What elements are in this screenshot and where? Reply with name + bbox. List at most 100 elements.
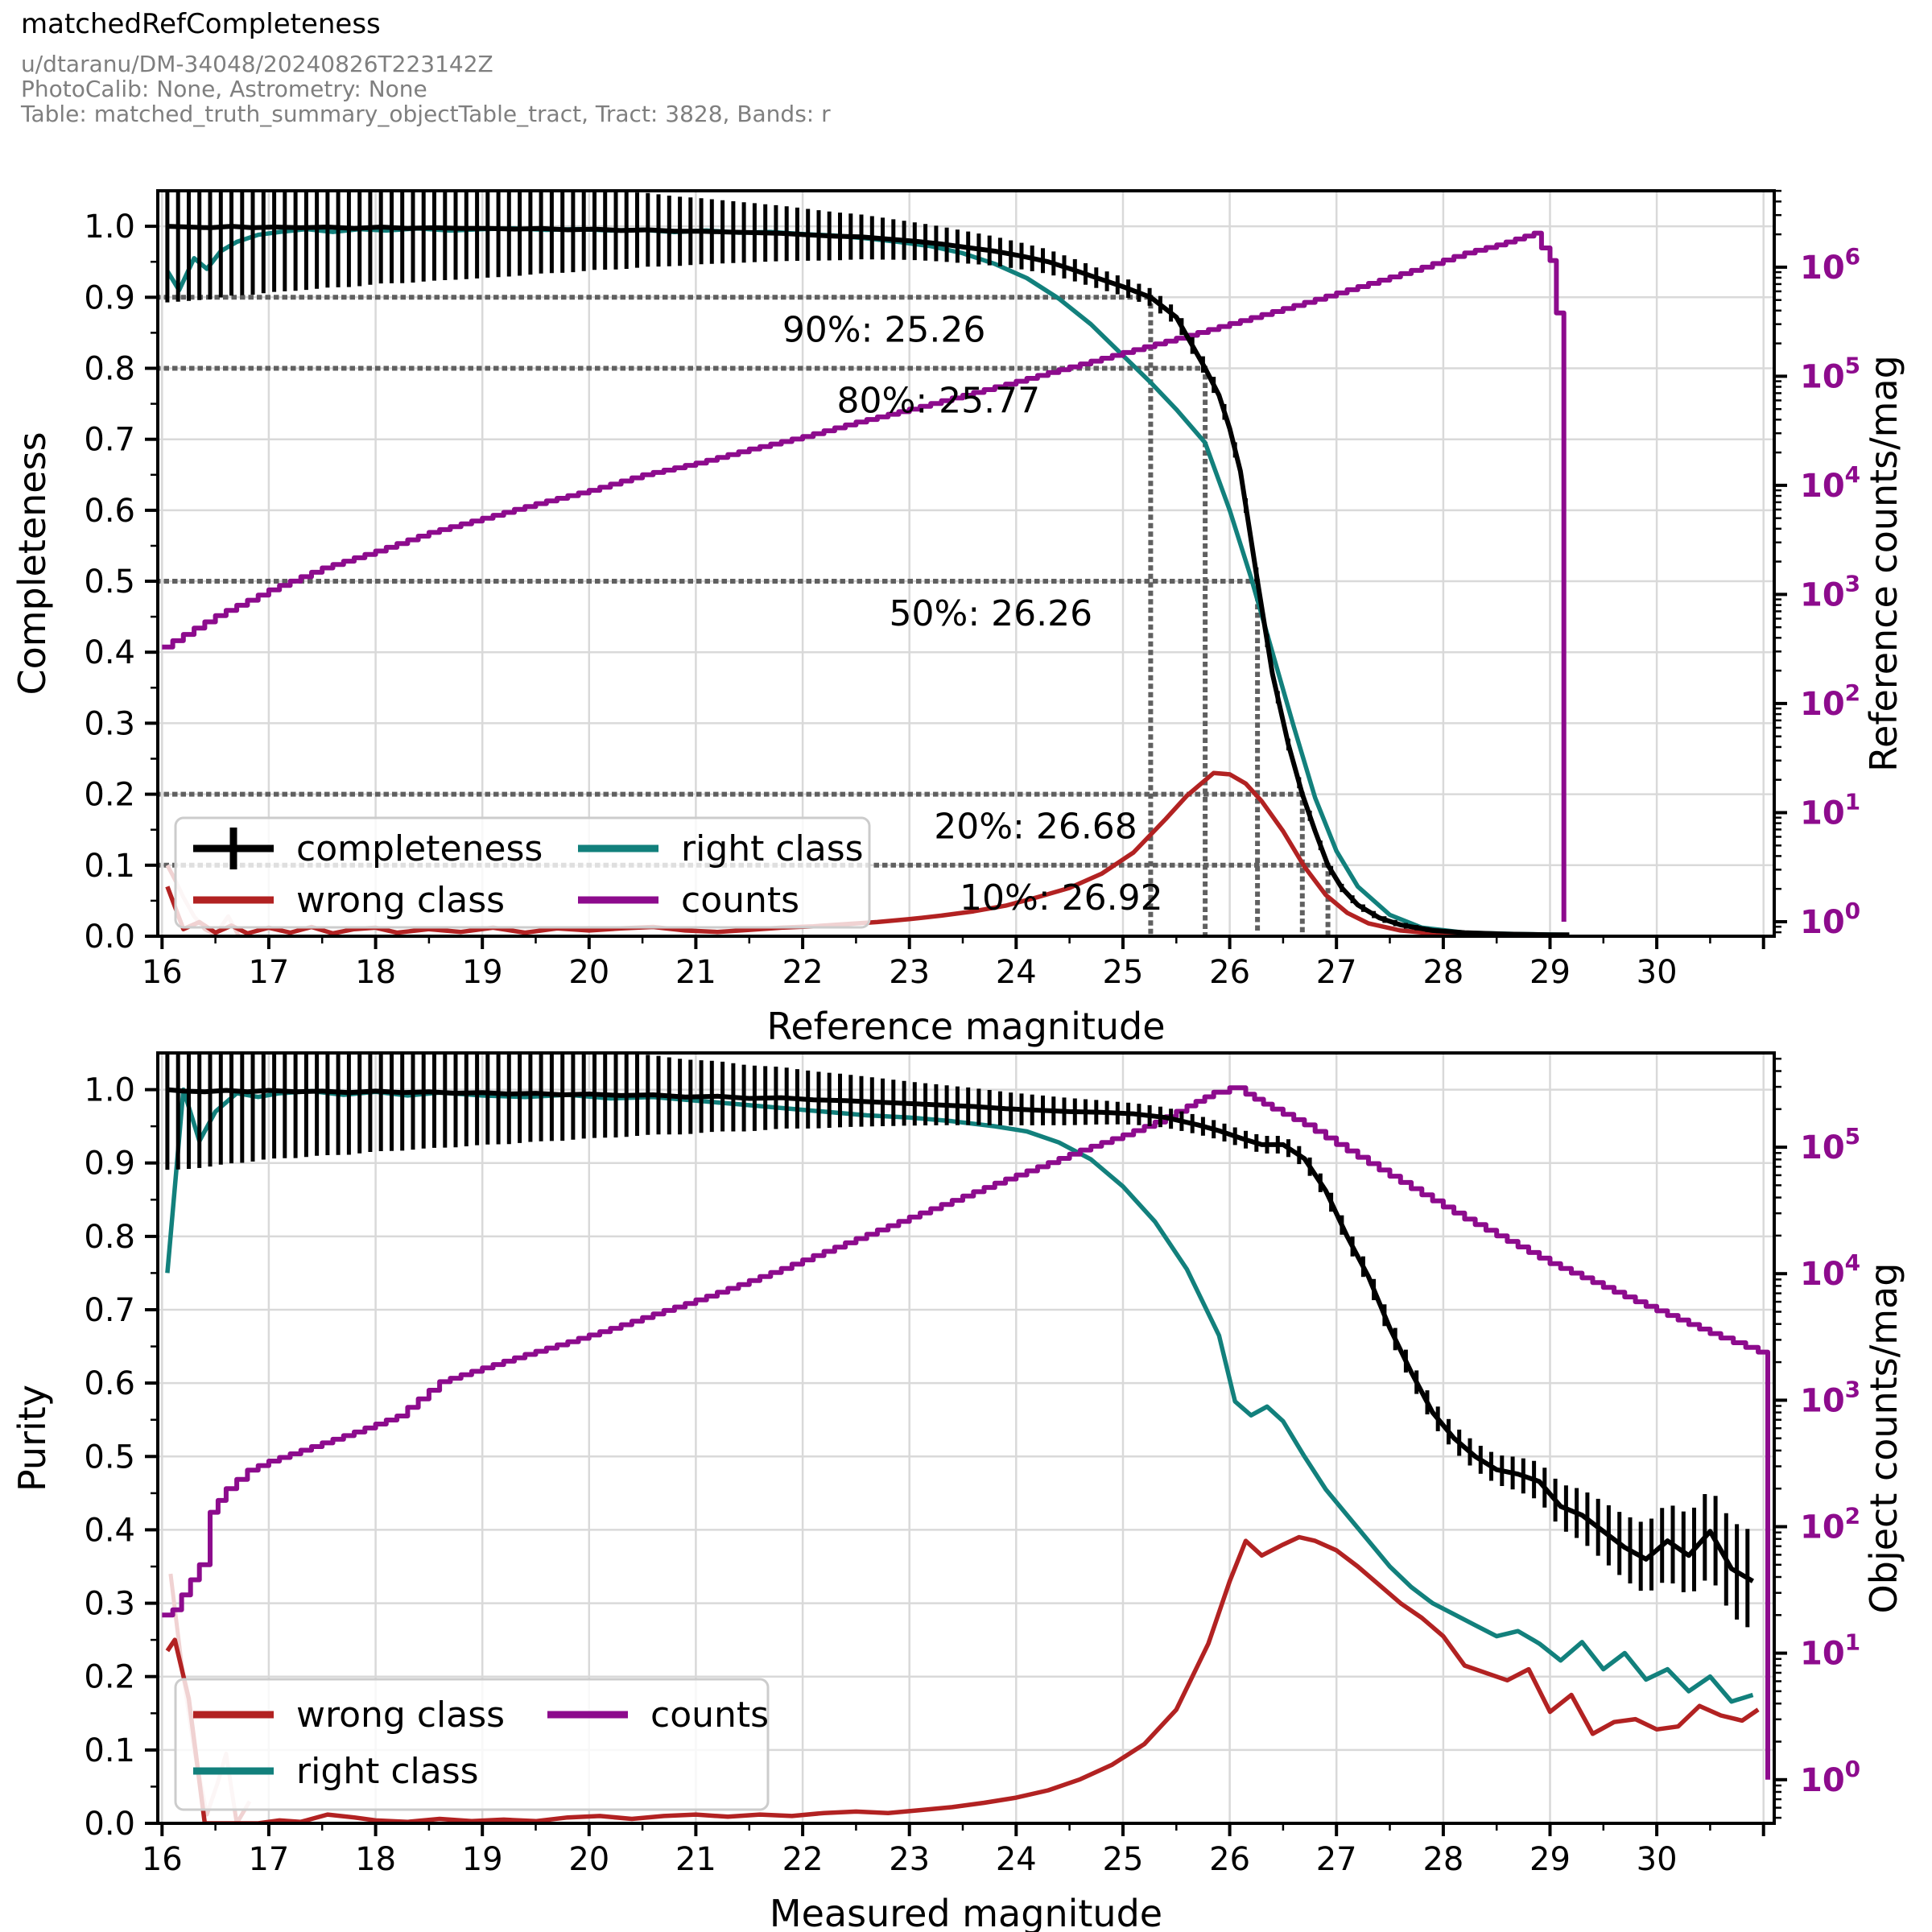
x-tick-label: 23 xyxy=(889,954,930,991)
right-tick-label: 101 xyxy=(1800,1629,1860,1673)
y-tick-label: 0.3 xyxy=(84,1586,135,1623)
x-tick-label: 22 xyxy=(782,1841,824,1878)
error-bars xyxy=(165,191,1568,936)
y-tick-label: 0.8 xyxy=(84,351,135,388)
threshold-label: 90%: 25.26 xyxy=(782,309,986,350)
x-axis-label: Measured magnitude xyxy=(770,1892,1162,1932)
series-group xyxy=(162,1053,1770,1823)
axis-ticks: 16 17 18 19 20 21 22 23 24 25 26 27 28 29 30 0.0 0.1 0.2 0… xyxy=(84,1057,1860,1878)
x-tick-label: 20 xyxy=(568,954,609,991)
legend-label: counts xyxy=(650,1695,769,1736)
right-tick-label: 100 xyxy=(1800,1756,1860,1799)
x-tick-label: 16 xyxy=(142,954,183,991)
x-tick-label: 29 xyxy=(1530,954,1571,991)
y-tick-label: 0.8 xyxy=(84,1219,135,1256)
x-tick-label: 18 xyxy=(355,1841,396,1878)
x-tick-label: 19 xyxy=(462,1841,503,1878)
y-tick-label: 0.0 xyxy=(84,919,135,956)
x-tick-label: 24 xyxy=(996,1841,1037,1878)
x-tick-label: 25 xyxy=(1103,1841,1144,1878)
y-tick-label: 0.9 xyxy=(84,279,135,316)
right-tick-label: 102 xyxy=(1800,1503,1860,1546)
x-tick-label: 19 xyxy=(462,954,503,991)
y-tick-label: 0.0 xyxy=(84,1806,135,1843)
header-table-info: Table: matched_truth_summary_objectTable… xyxy=(21,101,831,127)
y-tick-label: 0.7 xyxy=(84,1292,135,1329)
y-tick-label: 0.6 xyxy=(84,493,135,530)
x-tick-label: 27 xyxy=(1316,1841,1357,1878)
x-tick-label: 28 xyxy=(1422,1841,1463,1878)
page-title: matchedRefCompleteness xyxy=(21,8,381,40)
right-tick-label: 105 xyxy=(1800,352,1860,395)
purity-plot: 16 17 18 19 20 21 22 23 24 25 26 27 28 29 30 0.0 0.1 0.2 0… xyxy=(10,1051,1905,1932)
x-tick-label: 22 xyxy=(782,954,824,991)
right-tick-label: 103 xyxy=(1800,570,1860,613)
x-tick-label: 23 xyxy=(889,1841,930,1878)
right-y-axis-label: Reference counts/mag xyxy=(1862,355,1905,772)
threshold-label: 50%: 26.26 xyxy=(890,593,1093,634)
y-tick-label: 0.5 xyxy=(84,564,135,601)
x-tick-label: 28 xyxy=(1422,954,1463,991)
x-tick-label: 16 xyxy=(142,1841,183,1878)
completeness-plot: 90%: 25.26 80%: 25.77 50%: 26.26 20%: 26.68… xyxy=(10,189,1905,1048)
y-tick-label: 0.6 xyxy=(84,1365,135,1402)
x-tick-label: 20 xyxy=(568,1841,609,1878)
x-tick-label: 30 xyxy=(1637,1841,1678,1878)
x-tick-label: 17 xyxy=(248,1841,289,1878)
right-tick-label: 101 xyxy=(1800,789,1860,832)
y-tick-label: 1.0 xyxy=(84,208,135,246)
legend-label: wrong class xyxy=(296,1695,505,1736)
series-counts xyxy=(162,230,1567,922)
right-tick-label: 104 xyxy=(1800,1249,1860,1293)
y-tick-label: 0.7 xyxy=(84,422,135,459)
threshold-label: 10%: 26.92 xyxy=(960,877,1163,919)
y-axis-label: Completeness xyxy=(10,431,54,695)
x-tick-label: 27 xyxy=(1316,954,1357,991)
x-tick-label: 18 xyxy=(355,954,396,991)
legend-label: right class xyxy=(681,828,864,869)
x-tick-label: 30 xyxy=(1637,954,1678,991)
y-tick-label: 0.9 xyxy=(84,1146,135,1183)
legend-label: wrong class xyxy=(296,880,505,921)
series-counts xyxy=(162,1085,1770,1780)
grid-lines xyxy=(158,191,1774,938)
x-tick-label: 26 xyxy=(1209,954,1250,991)
series-right-class xyxy=(165,1087,1754,1704)
threshold-label: 20%: 26.68 xyxy=(934,807,1137,848)
x-tick-label: 21 xyxy=(675,954,716,991)
x-tick-label: 26 xyxy=(1209,1841,1250,1878)
right-tick-label: 105 xyxy=(1800,1123,1860,1166)
axis-ticks: 16 17 18 19 20 21 22 23 24 25 26 27 28 29 30 0.0 0.1 0.2 0… xyxy=(84,189,1860,991)
series-wrong-class xyxy=(165,1534,1760,1823)
y-tick-label: 0.3 xyxy=(84,705,135,742)
axes-spines xyxy=(156,189,1776,938)
x-tick-label: 21 xyxy=(675,1841,716,1878)
y-tick-label: 0.5 xyxy=(84,1439,135,1476)
x-tick-label: 25 xyxy=(1103,954,1144,991)
right-tick-label: 104 xyxy=(1800,461,1860,505)
error-bars xyxy=(165,1053,1750,1628)
right-tick-label: 103 xyxy=(1800,1376,1860,1419)
x-tick-label: 17 xyxy=(248,954,289,991)
y-axis-label: Purity xyxy=(10,1385,54,1492)
header-calib-info: PhotoCalib: None, Astrometry: None xyxy=(21,76,427,102)
x-axis-label: Reference magnitude xyxy=(766,1005,1165,1048)
right-tick-label: 100 xyxy=(1800,898,1860,941)
header: matchedRefCompleteness u/dtaranu/DM-3404… xyxy=(21,8,831,126)
threshold-label: 80%: 25.77 xyxy=(837,381,1041,422)
y-tick-label: 0.2 xyxy=(84,1659,135,1696)
right-tick-label: 102 xyxy=(1800,679,1860,723)
y-tick-label: 0.1 xyxy=(84,1732,135,1769)
right-tick-label: 106 xyxy=(1800,243,1860,287)
legend-label: completeness xyxy=(296,828,543,869)
y-tick-label: 1.0 xyxy=(84,1072,135,1109)
legend-label: right class xyxy=(296,1751,479,1792)
legend-label: counts xyxy=(681,880,799,921)
header-run-id: u/dtaranu/DM-34048/20240826T223142Z xyxy=(21,51,493,77)
series-group xyxy=(162,191,1570,936)
right-y-axis-label: Object counts/mag xyxy=(1862,1263,1905,1614)
y-tick-label: 0.1 xyxy=(84,848,135,885)
legend: completeness wrong class right class counts xyxy=(174,816,871,929)
y-tick-label: 0.2 xyxy=(84,777,135,814)
y-tick-label: 0.4 xyxy=(84,634,135,671)
